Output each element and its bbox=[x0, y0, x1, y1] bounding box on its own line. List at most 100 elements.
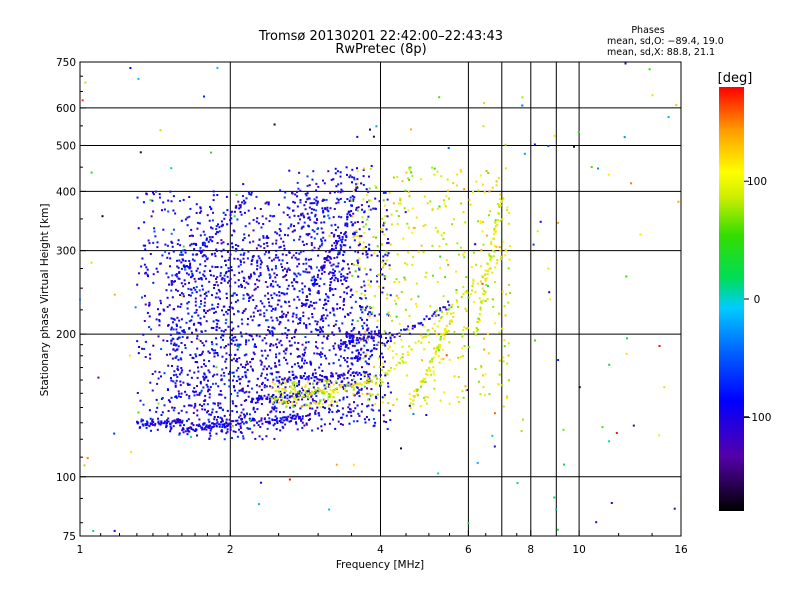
data-point bbox=[150, 429, 152, 432]
data-point bbox=[314, 328, 317, 331]
data-point bbox=[314, 372, 317, 375]
data-point bbox=[251, 319, 254, 322]
data-point bbox=[251, 338, 254, 341]
data-point bbox=[201, 342, 204, 344]
data-point bbox=[440, 316, 443, 319]
data-point bbox=[304, 200, 307, 203]
data-point bbox=[404, 262, 406, 265]
data-point bbox=[294, 193, 297, 196]
data-point bbox=[227, 423, 230, 426]
data-point bbox=[303, 244, 306, 246]
data-point bbox=[205, 245, 208, 248]
data-point bbox=[378, 200, 381, 203]
data-point bbox=[238, 389, 241, 392]
data-point bbox=[340, 373, 343, 376]
data-point bbox=[466, 327, 469, 330]
data-point bbox=[319, 374, 322, 377]
data-point bbox=[675, 104, 678, 107]
data-point bbox=[308, 288, 311, 291]
data-point bbox=[493, 445, 496, 448]
data-point bbox=[154, 422, 157, 425]
data-point bbox=[493, 281, 496, 284]
data-point bbox=[438, 361, 441, 364]
data-point bbox=[310, 265, 312, 268]
data-point bbox=[301, 288, 304, 291]
data-point bbox=[328, 411, 331, 414]
data-point bbox=[242, 435, 245, 438]
data-point bbox=[252, 369, 254, 372]
data-point bbox=[200, 365, 203, 368]
data-point bbox=[305, 415, 308, 417]
data-point bbox=[190, 319, 193, 322]
data-point bbox=[423, 348, 426, 351]
data-point bbox=[465, 327, 468, 330]
data-point bbox=[491, 186, 494, 189]
data-point bbox=[223, 279, 226, 282]
data-point bbox=[184, 430, 187, 433]
data-point bbox=[253, 353, 256, 356]
data-point bbox=[199, 340, 202, 343]
data-point bbox=[175, 343, 178, 346]
data-point bbox=[307, 197, 310, 200]
data-point bbox=[212, 190, 215, 193]
data-point bbox=[255, 305, 258, 307]
data-point bbox=[332, 389, 335, 392]
data-point bbox=[162, 308, 165, 311]
data-point bbox=[374, 402, 377, 405]
data-point bbox=[340, 245, 343, 248]
data-point bbox=[201, 350, 204, 353]
data-point bbox=[332, 362, 335, 365]
data-point bbox=[224, 328, 227, 331]
data-point bbox=[483, 293, 486, 295]
data-point bbox=[198, 271, 201, 274]
data-point bbox=[304, 378, 307, 381]
data-point bbox=[344, 359, 347, 362]
data-point bbox=[276, 420, 279, 423]
data-point bbox=[330, 374, 333, 377]
data-point bbox=[210, 151, 213, 154]
data-point bbox=[484, 394, 486, 397]
data-point bbox=[278, 360, 281, 363]
data-point bbox=[138, 426, 141, 429]
data-point bbox=[182, 293, 185, 296]
data-point bbox=[327, 300, 330, 303]
data-point bbox=[175, 273, 178, 276]
data-point bbox=[370, 379, 373, 382]
data-point bbox=[465, 389, 468, 392]
data-point bbox=[159, 423, 162, 426]
data-point bbox=[434, 353, 437, 356]
data-point bbox=[339, 248, 342, 251]
data-point bbox=[242, 276, 245, 279]
data-point bbox=[275, 353, 277, 356]
data-point bbox=[203, 427, 206, 430]
data-point bbox=[184, 347, 187, 349]
data-point bbox=[138, 346, 141, 348]
data-point bbox=[226, 209, 229, 212]
data-point bbox=[427, 366, 430, 369]
data-point bbox=[498, 359, 501, 362]
data-point bbox=[205, 375, 208, 378]
data-point bbox=[400, 291, 403, 294]
data-point bbox=[303, 362, 306, 365]
data-point bbox=[372, 306, 375, 309]
data-point bbox=[271, 280, 274, 283]
data-point bbox=[472, 251, 475, 254]
data-point bbox=[301, 343, 304, 346]
data-point bbox=[275, 419, 278, 422]
data-point bbox=[442, 357, 445, 360]
data-point bbox=[208, 432, 211, 435]
data-point bbox=[315, 199, 318, 202]
data-point bbox=[165, 425, 168, 427]
data-point bbox=[409, 397, 412, 400]
data-point bbox=[460, 202, 463, 205]
data-point bbox=[300, 214, 303, 217]
data-point bbox=[196, 253, 199, 256]
data-point bbox=[448, 197, 450, 200]
data-point bbox=[438, 205, 441, 208]
data-point bbox=[342, 396, 345, 399]
data-point bbox=[244, 308, 247, 311]
data-point bbox=[357, 412, 360, 415]
data-point bbox=[321, 403, 324, 405]
data-point bbox=[211, 219, 214, 222]
data-point bbox=[255, 397, 258, 400]
